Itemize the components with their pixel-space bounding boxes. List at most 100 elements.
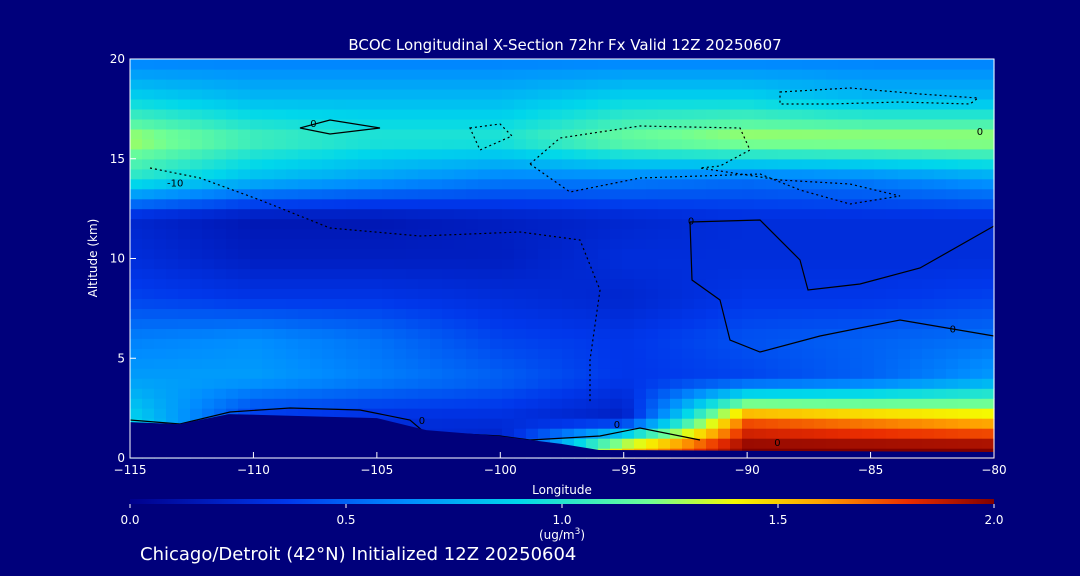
heatmap-cell [646,298,659,309]
heatmap-cell [838,328,851,339]
heatmap-cell [442,59,455,70]
y-tick-label: 10 [110,252,125,266]
heatmap-cell [202,78,215,90]
heatmap-cell [658,368,671,379]
heatmap-cell [874,358,887,369]
heatmap-cell [910,198,923,210]
heatmap-cell [526,198,539,210]
heatmap-cell [502,348,515,359]
heatmap-cell [166,388,179,399]
heatmap-cell [250,218,263,230]
colorbar-tick-label: 1.5 [768,513,787,527]
heatmap-cell [802,108,815,120]
heatmap-cell [490,378,503,389]
heatmap-cell [670,118,683,130]
heatmap-cell [406,308,419,319]
heatmap-cell [538,208,551,220]
heatmap-cell [862,168,875,180]
heatmap-cell [718,268,731,280]
heatmap-cell [514,268,527,280]
heatmap-cell [790,138,803,150]
heatmap-cell [298,78,311,90]
heatmap-cell [766,318,779,329]
heatmap-cell [910,178,923,190]
heatmap-cell [922,98,935,110]
contour-label: 0 [950,324,956,335]
heatmap-cell [202,378,215,389]
heatmap-cell [466,328,479,339]
x-axis: −115 −110 −105 −100 −95 −90 −85 −80 [114,452,1007,477]
heatmap-cell [982,358,995,369]
heatmap-cell [886,138,899,150]
heatmap-cell [910,268,923,280]
heatmap-cell [550,78,563,90]
heatmap-cell [706,208,719,220]
heatmap-cell [922,228,935,240]
heatmap-cell [550,69,563,80]
heatmap-cell [622,428,635,439]
heatmap-cell [262,398,275,409]
heatmap-cell [958,59,971,70]
heatmap-cell [430,358,443,369]
heatmap-cell [754,298,767,309]
heatmap-cell [850,288,863,299]
heatmap-cell [562,208,575,220]
heatmap-cell [394,138,407,150]
heatmap-cell [874,268,887,280]
heatmap-cell [430,318,443,329]
heatmap-cell [790,348,803,359]
heatmap-cell [742,258,755,270]
heatmap-cell [970,148,983,160]
heatmap-cell [706,318,719,329]
heatmap-cell [958,278,971,289]
heatmap-cell [802,268,815,280]
heatmap-cell [778,408,791,419]
heatmap-cell [178,248,191,260]
heatmap-cell [826,158,839,170]
heatmap-cell [538,298,551,309]
heatmap-cell [802,438,815,449]
heatmap-cell [886,438,899,449]
heatmap-cell [958,338,971,349]
heatmap-cell [526,298,539,309]
heatmap-cell [466,218,479,230]
heatmap-cell [706,268,719,280]
heatmap-cell [730,148,743,160]
heatmap-cell [802,188,815,200]
heatmap-cell [502,108,515,120]
heatmap-cell [634,108,647,120]
heatmap-cell [574,158,587,170]
heatmap-cell [694,158,707,170]
heatmap-cell [970,238,983,250]
heatmap-cell [694,358,707,369]
heatmap-cell [490,178,503,190]
heatmap-cell [274,118,287,130]
heatmap-cell [466,318,479,329]
heatmap-cell [694,188,707,200]
heatmap-cell [298,388,311,399]
heatmap-cell [670,308,683,319]
heatmap-cell [970,258,983,270]
heatmap-cell [694,178,707,190]
heatmap-cell [730,59,743,70]
heatmap-cell [490,238,503,250]
heatmap-cell [826,59,839,70]
heatmap-cell [406,208,419,220]
heatmap-cell [382,338,395,349]
heatmap-cell [214,298,227,309]
heatmap-cell [622,178,635,190]
heatmap-cell [862,158,875,170]
x-tick-label: −90 [734,463,759,477]
heatmap-cell [430,418,443,429]
heatmap-cell [826,168,839,180]
heatmap-cell [418,69,431,80]
heatmap-cell [274,98,287,110]
heatmap-cell [658,128,671,140]
heatmap-cell [346,128,359,140]
heatmap-cell [958,308,971,319]
heatmap-cell [742,308,755,319]
heatmap-cell [958,198,971,210]
heatmap-cell [418,148,431,160]
heatmap-cell [802,228,815,240]
heatmap-cell [766,418,779,429]
